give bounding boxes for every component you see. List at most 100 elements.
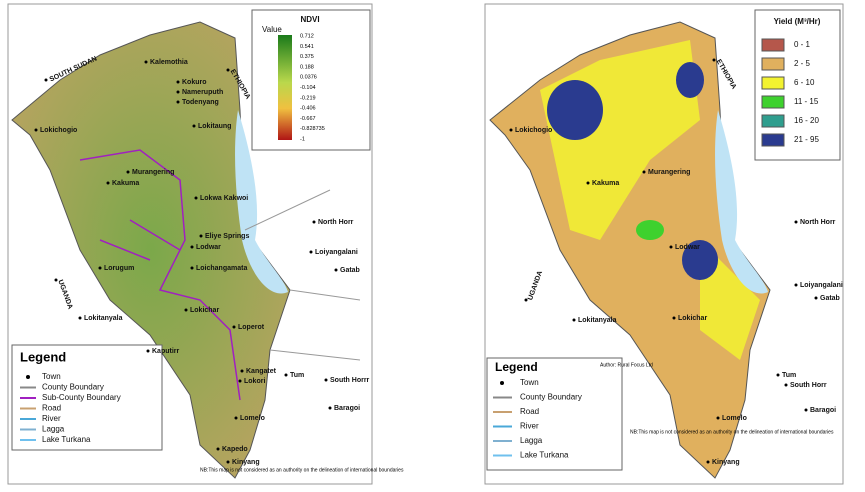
lake bbox=[235, 110, 288, 294]
legend-label: Sub-County Boundary bbox=[42, 393, 121, 402]
place-label: Loperot bbox=[238, 324, 265, 331]
yield-title: Yield (M³/Hr) bbox=[774, 17, 821, 26]
town bbox=[190, 245, 194, 249]
ndvi-value: 0.712 bbox=[300, 33, 314, 39]
town bbox=[226, 460, 230, 464]
legend-box bbox=[11, 344, 163, 451]
place-label: North Horr bbox=[318, 219, 354, 226]
place-label: Loiyangalani bbox=[800, 282, 843, 289]
ndvi-value: -1 bbox=[300, 136, 305, 142]
town bbox=[98, 266, 102, 270]
place-label: Tum bbox=[782, 372, 796, 379]
place-label: Lokitaung bbox=[198, 123, 231, 130]
ndvi-value: -0.828735 bbox=[300, 126, 325, 132]
place-label: Kakuma bbox=[592, 180, 619, 187]
place-label: South Horrr bbox=[330, 377, 370, 384]
town bbox=[226, 68, 230, 72]
legend-label: Road bbox=[520, 407, 539, 416]
place-label: Lomelo bbox=[722, 415, 747, 422]
town bbox=[78, 316, 82, 320]
place-label: Kinyang bbox=[712, 459, 740, 466]
place-label: Lokichogio bbox=[40, 127, 77, 134]
place-label: Kapedo bbox=[222, 446, 248, 453]
note: NB:This map is not considered as an auth… bbox=[200, 467, 404, 473]
town bbox=[312, 220, 316, 224]
place-label: Kalemothia bbox=[150, 59, 188, 66]
legend-label: Lagga bbox=[520, 436, 543, 445]
town bbox=[176, 80, 180, 84]
legend-box bbox=[486, 357, 623, 471]
yield-label: 16 - 20 bbox=[794, 116, 819, 125]
county-area bbox=[11, 21, 291, 479]
town bbox=[194, 196, 198, 200]
town bbox=[240, 369, 244, 373]
town bbox=[54, 278, 58, 282]
town bbox=[216, 447, 220, 451]
town bbox=[784, 383, 788, 387]
lake bbox=[715, 110, 768, 294]
ndvi-ramp bbox=[278, 35, 292, 140]
town bbox=[176, 90, 180, 94]
ndvi-value: 0.0376 bbox=[300, 75, 317, 81]
town bbox=[776, 373, 780, 377]
town bbox=[176, 100, 180, 104]
town bbox=[232, 325, 236, 329]
legend-label: Town bbox=[520, 378, 539, 387]
yield-zone bbox=[547, 80, 603, 140]
town bbox=[509, 128, 513, 132]
town bbox=[238, 379, 242, 383]
town bbox=[794, 220, 798, 224]
yield-label: 21 - 95 bbox=[794, 135, 819, 144]
place-label: Todenyang bbox=[182, 99, 219, 106]
town bbox=[794, 283, 798, 287]
town bbox=[716, 416, 720, 420]
town bbox=[190, 266, 194, 270]
author: Author: Rural Focus Ltd bbox=[600, 362, 653, 368]
ndvi-value: -0.219 bbox=[300, 95, 316, 101]
place-label: Gatab bbox=[820, 295, 840, 302]
place-label: Kakuma bbox=[112, 180, 139, 187]
place-label: Loichangamata bbox=[196, 265, 247, 272]
town bbox=[328, 406, 332, 410]
yield-label: 11 - 15 bbox=[794, 97, 819, 106]
sub-county-boundary bbox=[79, 149, 241, 401]
ndvi-value: 0.375 bbox=[300, 54, 314, 60]
place-label: Lokitanyala bbox=[84, 315, 123, 322]
place-label: Gatab bbox=[340, 267, 360, 274]
place-label: Lokichogio bbox=[515, 127, 552, 134]
legend-label: Lake Turkana bbox=[42, 435, 91, 444]
ndvi-legend bbox=[251, 9, 371, 151]
town bbox=[199, 234, 203, 238]
yield-zone bbox=[636, 220, 664, 240]
place-label: Lorugum bbox=[104, 265, 134, 272]
town bbox=[309, 250, 313, 254]
place-label: Murangering bbox=[132, 169, 174, 176]
legend-label: County Boundary bbox=[520, 393, 582, 402]
place-label: Nameruputh bbox=[182, 89, 223, 96]
town bbox=[334, 268, 338, 272]
place-label: Lokichar bbox=[678, 315, 707, 322]
road bbox=[244, 189, 361, 361]
town bbox=[814, 296, 818, 300]
place-label: Kinyang bbox=[232, 459, 260, 466]
yield-swatch bbox=[761, 114, 785, 128]
place-label: Lomelo bbox=[240, 415, 265, 422]
town bbox=[106, 181, 110, 185]
town bbox=[184, 308, 188, 312]
legend-symbol bbox=[26, 375, 30, 379]
legend-title: Legend bbox=[495, 360, 538, 374]
town bbox=[234, 416, 238, 420]
ndvi-subtitle: Value bbox=[262, 25, 282, 34]
place-label: Lokori bbox=[244, 378, 265, 385]
legend-label: Road bbox=[42, 404, 61, 413]
town bbox=[642, 170, 646, 174]
place-label: Lokitanyala bbox=[578, 317, 617, 324]
place-label: Lokichar bbox=[190, 307, 219, 314]
ndvi-value: 0.188 bbox=[300, 64, 314, 70]
town bbox=[524, 298, 528, 302]
town bbox=[669, 245, 673, 249]
yield-zone bbox=[682, 240, 718, 280]
yield-zone bbox=[676, 62, 704, 98]
town bbox=[146, 349, 150, 353]
